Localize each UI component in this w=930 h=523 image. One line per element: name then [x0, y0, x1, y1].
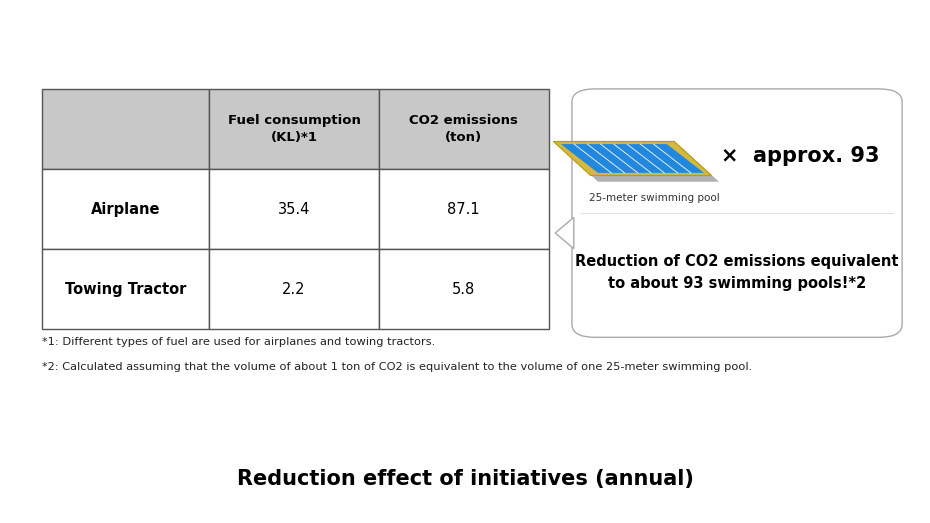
Text: Towing Tractor: Towing Tractor	[65, 282, 186, 297]
Polygon shape	[553, 142, 711, 176]
Polygon shape	[561, 148, 719, 182]
Polygon shape	[561, 144, 704, 173]
Bar	[209, 249, 379, 329]
Text: 87.1: 87.1	[447, 202, 480, 217]
Text: 25-meter swimming pool: 25-meter swimming pool	[589, 193, 720, 203]
Bar	[42, 169, 209, 249]
Text: Fuel consumption
(KL)*1: Fuel consumption (KL)*1	[228, 114, 361, 144]
Text: Airplane: Airplane	[91, 202, 160, 217]
Bar	[209, 89, 379, 169]
Text: *2: Calculated assuming that the volume of about 1 ton of CO2 is equivalent to t: *2: Calculated assuming that the volume …	[42, 362, 752, 372]
Bar	[379, 89, 549, 169]
Text: Reduction of CO2 emissions equivalent
to about 93 swimming pools!*2: Reduction of CO2 emissions equivalent to…	[576, 254, 898, 291]
Bar	[209, 169, 379, 249]
Bar	[379, 169, 549, 249]
Text: *1: Different types of fuel are used for airplanes and towing tractors.: *1: Different types of fuel are used for…	[42, 337, 435, 347]
Bar	[42, 89, 209, 169]
Bar	[379, 249, 549, 329]
Text: CO2 emissions
(ton): CO2 emissions (ton)	[409, 114, 518, 144]
Text: 5.8: 5.8	[452, 282, 475, 297]
Text: ×  approx. 93: × approx. 93	[721, 146, 879, 166]
Text: Reduction effect of initiatives (annual): Reduction effect of initiatives (annual)	[236, 469, 694, 488]
Text: 35.4: 35.4	[278, 202, 311, 217]
Text: 2.2: 2.2	[283, 282, 306, 297]
Polygon shape	[555, 218, 574, 249]
Bar	[42, 249, 209, 329]
FancyBboxPatch shape	[572, 89, 902, 337]
